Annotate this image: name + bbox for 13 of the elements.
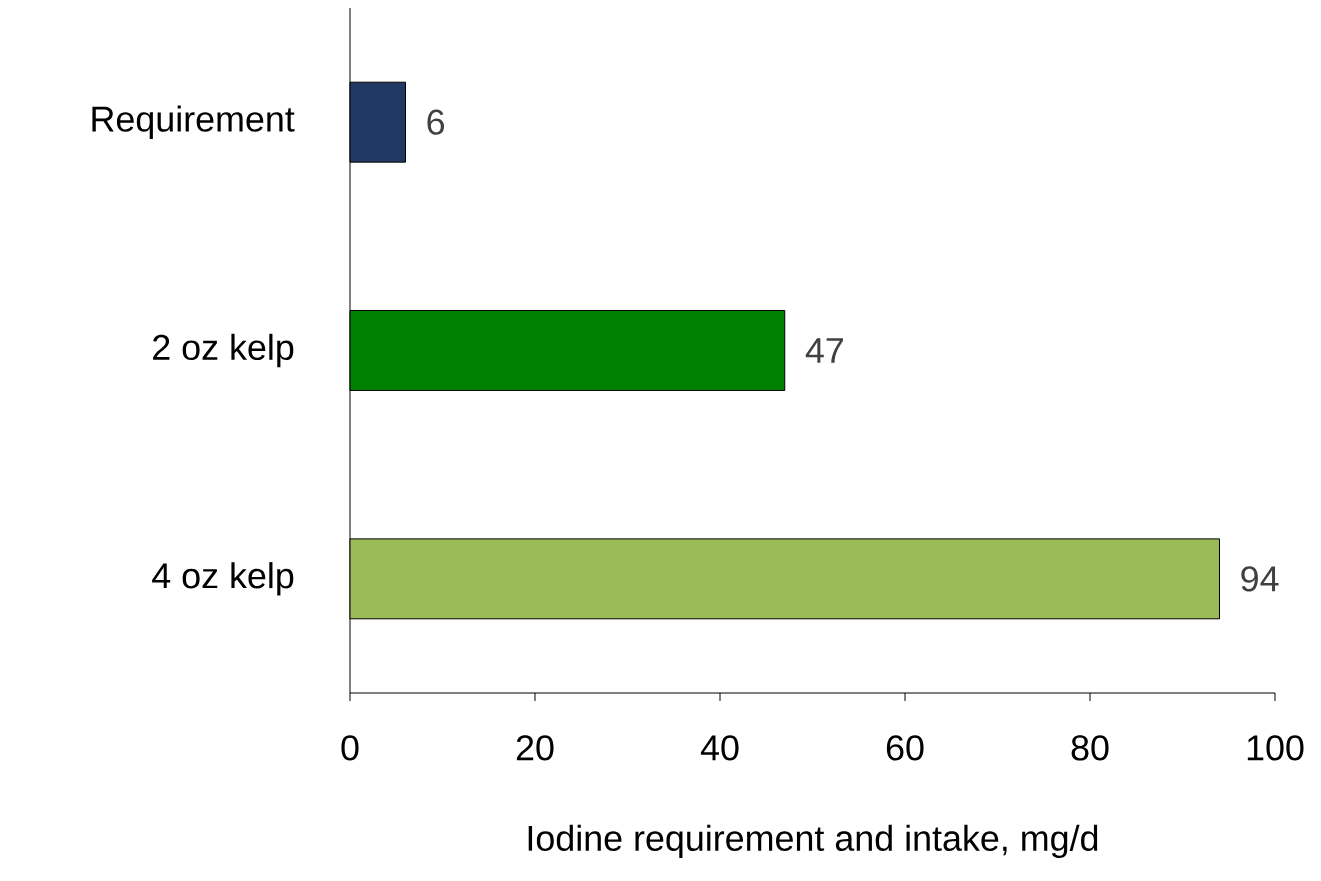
x-tick-label: 60 — [886, 735, 924, 761]
data-label: 6 — [427, 109, 445, 135]
x-tick-label: 40 — [700, 735, 739, 761]
y-tick-label: Requirement — [92, 105, 295, 139]
x-axis-title: Iodine requirement and intake, mg/d — [528, 824, 1098, 859]
data-label: 94 — [1241, 566, 1279, 592]
x-tick-label: 100 — [1247, 735, 1304, 761]
x-tick-label: 0 — [341, 735, 359, 761]
x-tick-label: 80 — [1071, 735, 1109, 761]
x-tick-label: 20 — [516, 735, 554, 761]
data-label: 47 — [805, 338, 843, 363]
y-tick-label: 2 oz kelp — [153, 333, 294, 368]
y-tick-label: 4 oz kelp — [152, 562, 294, 596]
